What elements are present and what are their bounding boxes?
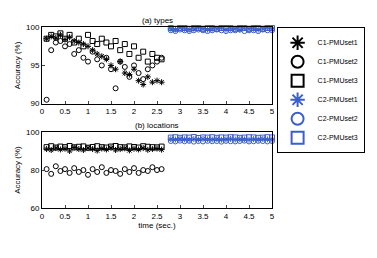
svg-text:1.5: 1.5 [105, 107, 117, 116]
svg-text:C1-PMUset2: C1-PMUset2 [318, 58, 358, 65]
svg-text:5: 5 [270, 212, 275, 221]
svg-text:60: 60 [30, 204, 39, 213]
svg-text:100: 100 [26, 23, 40, 32]
svg-text:(b) locations: (b) locations [135, 121, 179, 130]
svg-text:Accuracy (%): Accuracy (%) [13, 41, 22, 89]
svg-text:0: 0 [40, 212, 45, 221]
svg-text:0.5: 0.5 [59, 212, 71, 221]
svg-text:1: 1 [86, 212, 91, 221]
svg-text:1.5: 1.5 [105, 212, 117, 221]
svg-text:3.5: 3.5 [197, 212, 209, 221]
svg-text:C1-PMUset1: C1-PMUset1 [318, 39, 358, 46]
svg-text:time (sec.): time (sec.) [138, 221, 176, 230]
svg-text:2: 2 [132, 212, 137, 221]
svg-text:4.5: 4.5 [243, 212, 255, 221]
svg-text:2: 2 [132, 107, 137, 116]
svg-text:4.5: 4.5 [243, 107, 255, 116]
svg-text:90: 90 [30, 99, 39, 108]
svg-text:4: 4 [224, 212, 229, 221]
svg-text:3.5: 3.5 [197, 107, 209, 116]
svg-text:C2-PMUset3: C2-PMUset3 [318, 134, 358, 141]
svg-text:0.5: 0.5 [59, 107, 71, 116]
svg-text:3: 3 [178, 107, 183, 116]
svg-text:100: 100 [26, 128, 40, 137]
svg-text:(a) types: (a) types [142, 16, 173, 25]
svg-text:C2-PMUset2: C2-PMUset2 [318, 115, 358, 122]
svg-text:80: 80 [30, 166, 39, 175]
svg-text:5: 5 [270, 107, 275, 116]
svg-text:0: 0 [40, 107, 45, 116]
svg-text:2.5: 2.5 [151, 212, 163, 221]
svg-text:3: 3 [178, 212, 183, 221]
svg-text:Accuracy (%): Accuracy (%) [13, 146, 22, 194]
svg-text:2.5: 2.5 [151, 107, 163, 116]
svg-text:C2-PMUset1: C2-PMUset1 [318, 96, 358, 103]
svg-text:1: 1 [86, 107, 91, 116]
svg-text:C1-PMUset3: C1-PMUset3 [318, 77, 358, 84]
svg-text:4: 4 [224, 107, 229, 116]
svg-text:95: 95 [30, 61, 39, 70]
